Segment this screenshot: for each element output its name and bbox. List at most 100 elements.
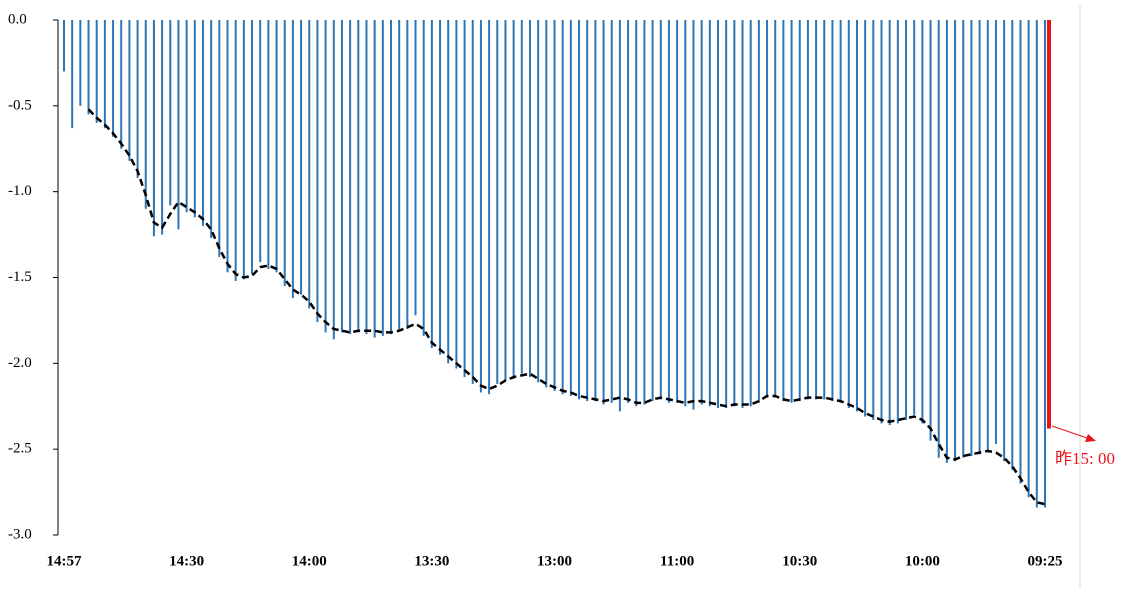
bar [259, 20, 262, 263]
x-tick-label: 14:57 [47, 553, 82, 569]
bar [553, 20, 556, 391]
bar [71, 20, 74, 129]
bar [823, 20, 826, 400]
bar [479, 20, 482, 393]
bar [929, 20, 932, 441]
bar [921, 20, 924, 424]
bar [945, 20, 948, 463]
bar [251, 20, 254, 275]
bar [864, 20, 867, 417]
bar [905, 20, 908, 420]
bar [218, 20, 221, 257]
bar [152, 20, 155, 237]
bar [749, 20, 752, 407]
bar [234, 20, 237, 281]
bar [283, 20, 286, 287]
bar [708, 20, 711, 407]
bar [63, 20, 65, 72]
bar [357, 20, 360, 333]
bar [594, 20, 597, 402]
bar [414, 20, 417, 316]
bar [291, 20, 294, 299]
y-tick-label: -2.0 [8, 355, 32, 371]
bar [381, 20, 384, 336]
bar [512, 20, 515, 379]
bar [365, 20, 368, 335]
bar [136, 20, 139, 178]
y-tick-label: -1.0 [8, 183, 32, 199]
bar [398, 20, 401, 331]
bar [782, 20, 785, 402]
bar [210, 20, 213, 239]
bar [986, 20, 989, 453]
bar [422, 20, 425, 336]
bar [667, 20, 670, 403]
bar [340, 20, 343, 333]
y-tick-label: -0.5 [8, 97, 32, 113]
bar [447, 20, 450, 364]
prev-close-bar [1047, 20, 1051, 429]
bar [316, 20, 319, 323]
bar [774, 20, 777, 398]
bar [79, 20, 82, 106]
bar [717, 20, 719, 408]
bar [1044, 20, 1046, 508]
bar [308, 20, 311, 309]
bar [806, 20, 809, 400]
bar [659, 20, 662, 400]
bar [798, 20, 801, 402]
bar [144, 20, 147, 209]
x-tick-label: 10:00 [905, 553, 940, 569]
bar [610, 20, 613, 403]
bar [185, 20, 188, 213]
x-tick-label: 11:00 [660, 553, 694, 569]
bar [815, 20, 818, 400]
bar [1019, 20, 1022, 484]
bar [725, 20, 728, 408]
bar [349, 20, 352, 335]
bar [537, 20, 540, 383]
bar [520, 20, 523, 374]
bar [1035, 20, 1038, 508]
bar [1027, 20, 1030, 498]
bar [586, 20, 589, 402]
bar [578, 20, 581, 400]
annotation-arrow [1051, 425, 1091, 440]
bar [847, 20, 850, 408]
bar [275, 20, 278, 273]
x-tick-label: 13:30 [414, 553, 449, 569]
x-tick-label: 09:25 [1028, 553, 1063, 569]
line [87, 108, 1046, 506]
bar [994, 20, 997, 445]
bar [193, 20, 196, 218]
bar [651, 20, 654, 402]
bar [463, 20, 466, 378]
bar [733, 20, 736, 407]
bar [373, 20, 376, 338]
bar [488, 20, 491, 395]
bar [757, 20, 760, 403]
bar [790, 20, 793, 403]
bar [169, 20, 172, 206]
bar [684, 20, 687, 407]
bar [978, 20, 981, 455]
bar [430, 20, 433, 348]
bar [390, 20, 392, 335]
y-tick-label: -2.5 [8, 441, 32, 457]
y-tick-label: 0.0 [8, 11, 27, 27]
y-tick-label: -1.5 [8, 269, 32, 285]
bar [766, 20, 769, 398]
bar [676, 20, 679, 403]
bar [700, 20, 703, 405]
bar [496, 20, 499, 384]
bar [643, 20, 646, 405]
bar [95, 20, 98, 123]
bar [635, 20, 638, 407]
bar [970, 20, 973, 457]
bar [324, 20, 327, 333]
x-tick-label: 14:00 [292, 553, 327, 569]
bar [267, 20, 270, 269]
x-tick-label: 14:30 [169, 553, 204, 569]
bar [1011, 20, 1014, 470]
bar [528, 20, 531, 378]
